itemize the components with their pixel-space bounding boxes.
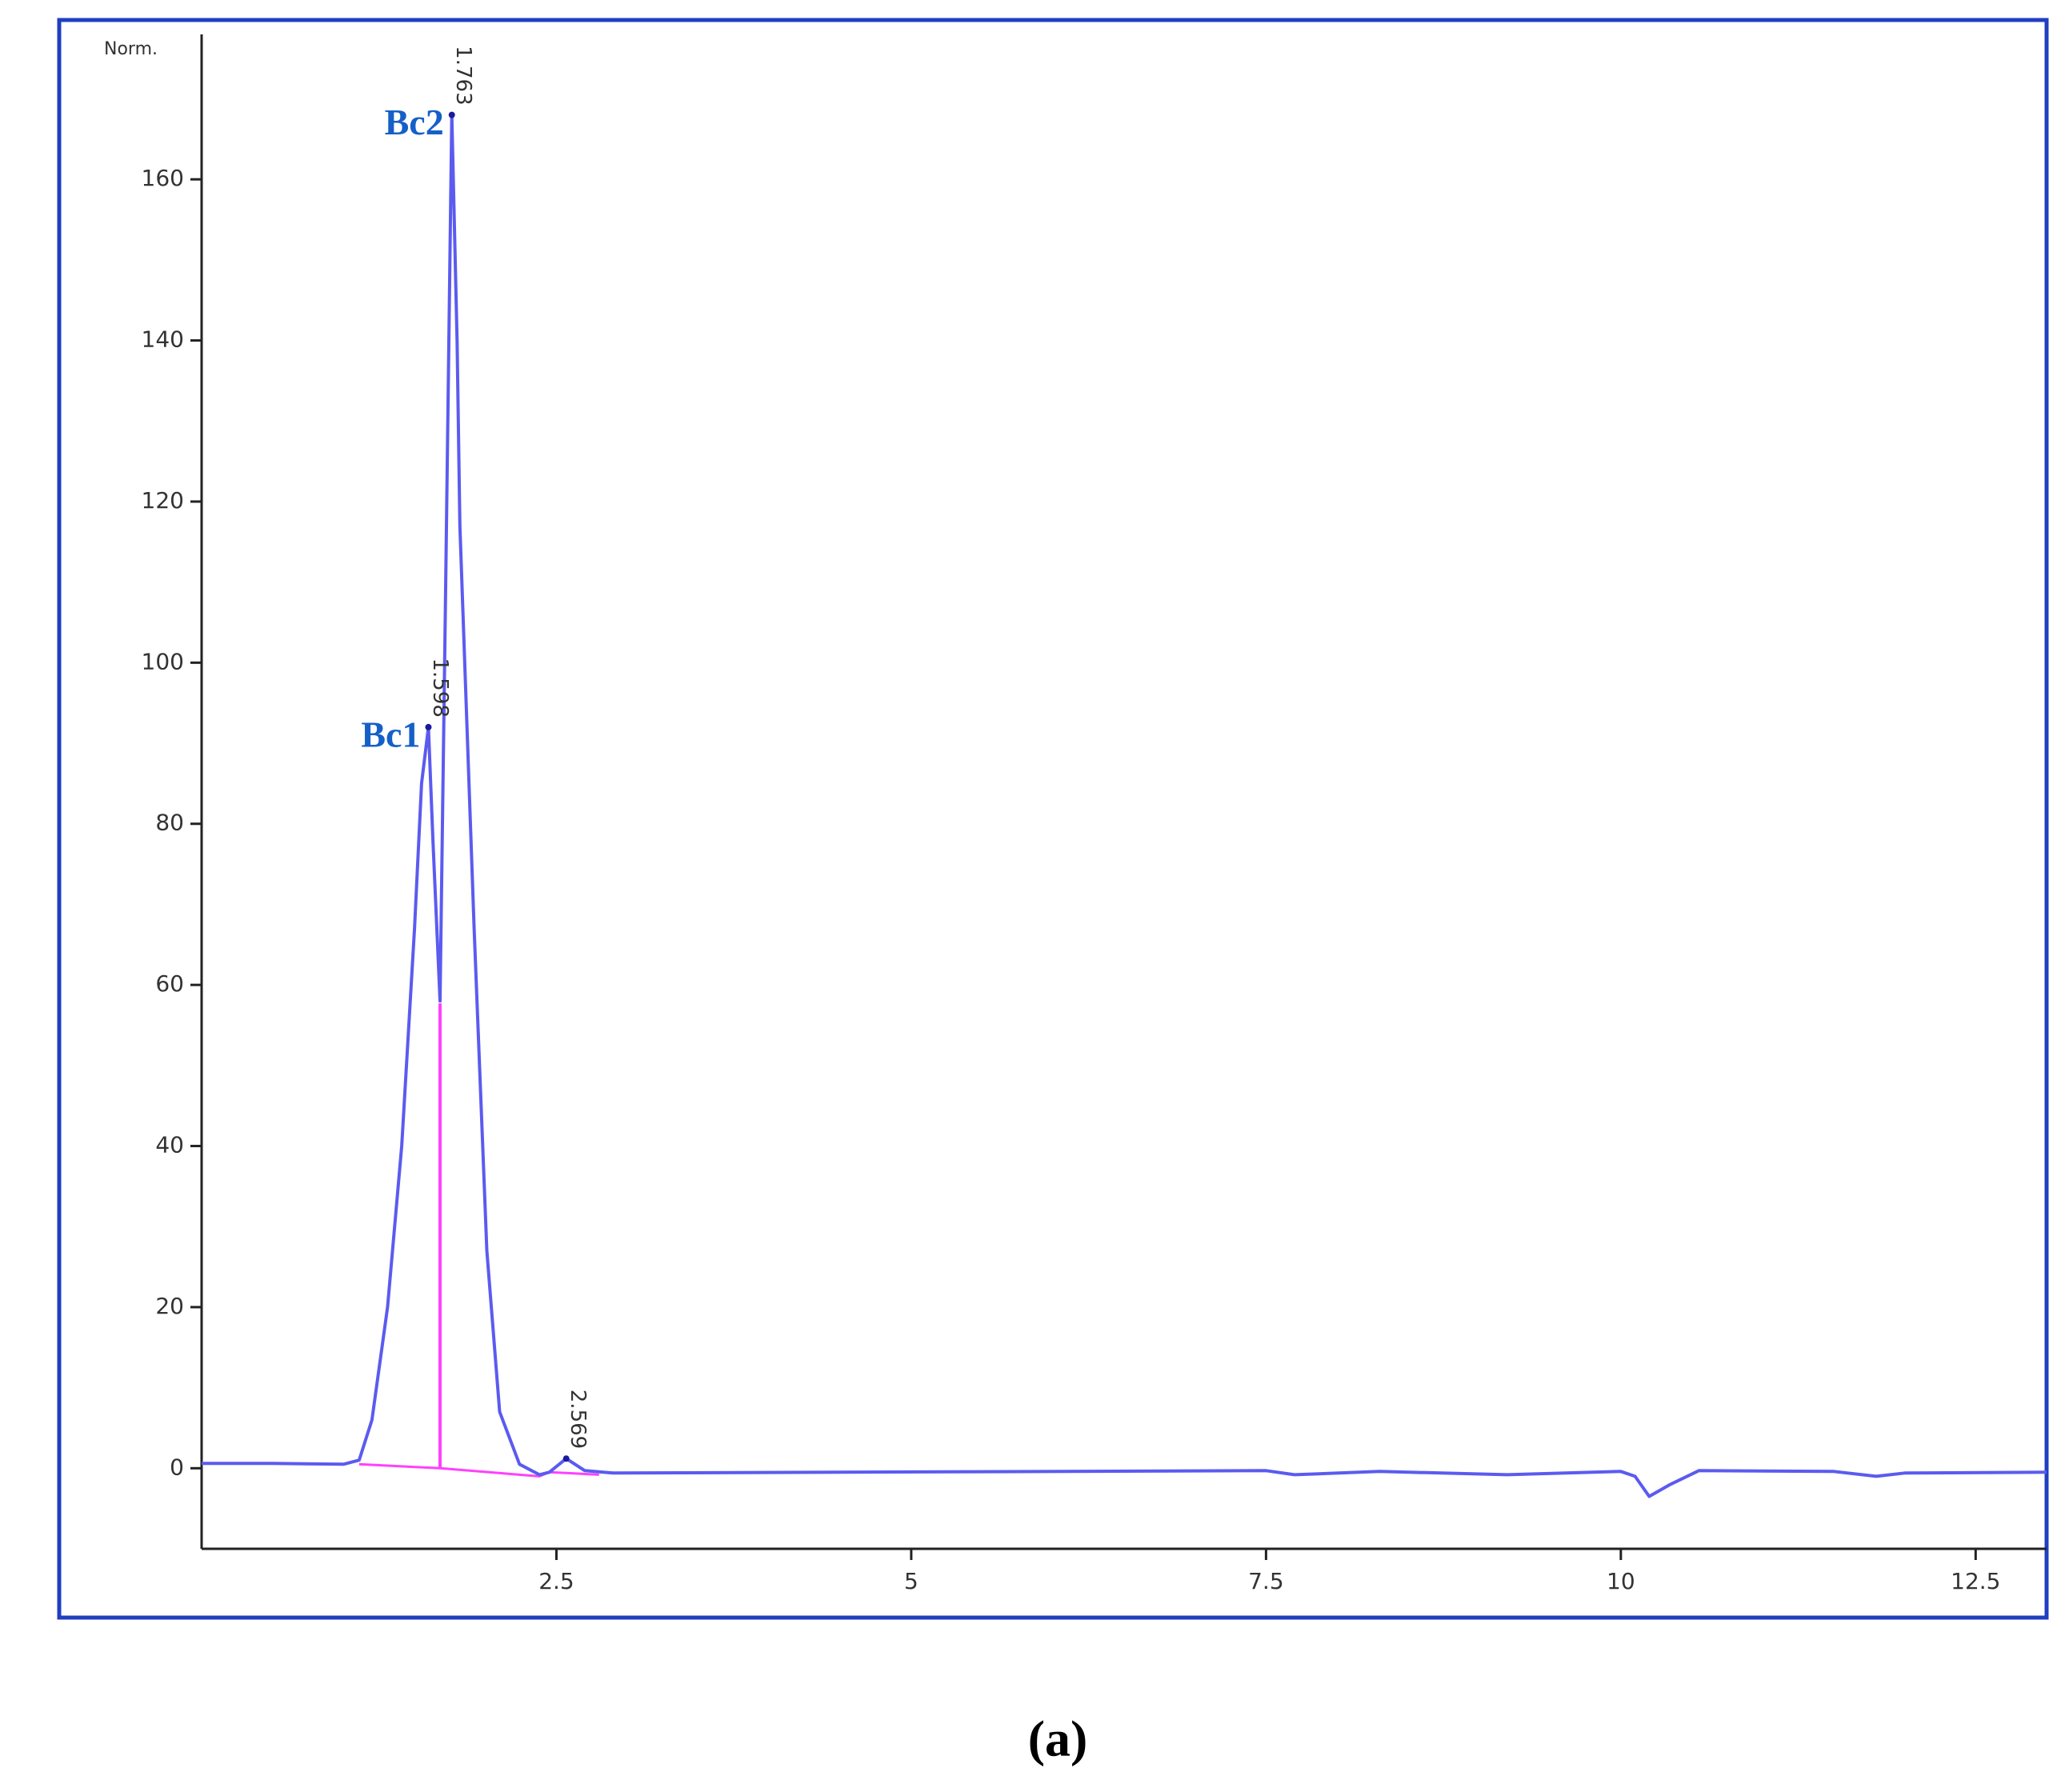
trace: [202, 113, 2047, 1498]
peak-name: Bc1: [361, 714, 420, 754]
x-tick-label: 10: [1607, 1568, 1635, 1594]
x-tick-label: 5: [904, 1568, 918, 1594]
y-tick-label: 140: [142, 326, 184, 353]
y-tick-label: 60: [155, 970, 184, 997]
peak-time-label: 1.763: [451, 46, 475, 105]
y-tick-label: 20: [155, 1293, 184, 1319]
y-tick-label: 120: [142, 487, 184, 514]
y-axis-label: Norm.: [104, 39, 158, 59]
peak-time-label: 2.569: [566, 1390, 590, 1449]
caption: (a): [1028, 1710, 1088, 1767]
y-tick-label: 40: [155, 1132, 184, 1158]
peak-marker: [562, 1455, 570, 1462]
y-tick-label: 160: [142, 165, 184, 191]
y-tick-label: 80: [155, 810, 184, 836]
peak-time-label: 1.598: [428, 658, 452, 717]
x-tick-label: 2.5: [538, 1568, 574, 1594]
peak-name: Bc2: [385, 102, 444, 142]
y-tick-label: 100: [142, 648, 184, 674]
x-tick-label: 12.5: [1951, 1568, 2000, 1594]
x-tick-label: 7.5: [1248, 1568, 1284, 1594]
peak-marker: [425, 723, 432, 730]
frame: [57, 18, 2049, 1620]
peak-marker: [448, 111, 455, 118]
y-tick-label: 0: [170, 1454, 184, 1480]
